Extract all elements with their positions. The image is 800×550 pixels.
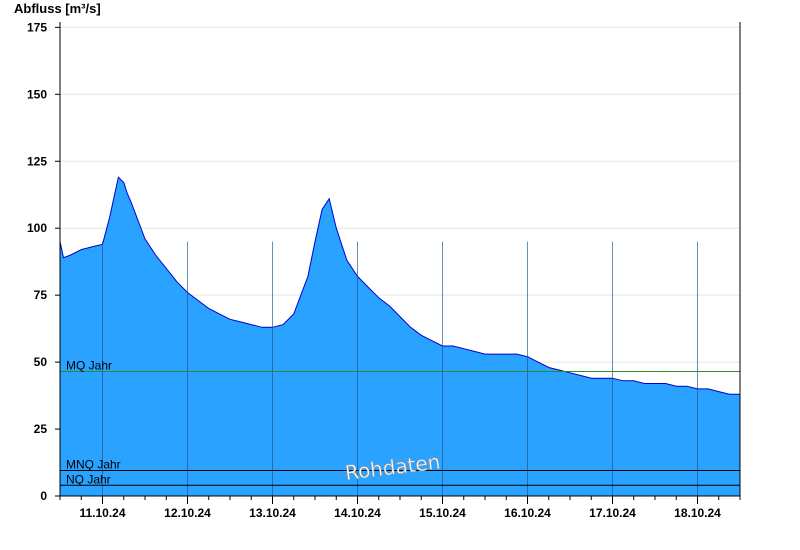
x-tick-label: 14.10.24 [334, 506, 381, 520]
x-tick-label: 15.10.24 [419, 506, 466, 520]
x-tick-label: 17.10.24 [589, 506, 636, 520]
y-tick-label: 125 [27, 154, 47, 168]
ref-label: MQ Jahr [66, 358, 112, 372]
y-tick-label: 175 [27, 20, 47, 34]
y-tick-label: 150 [27, 87, 47, 101]
y-tick-label: 0 [40, 489, 47, 503]
y-tick-label: 50 [34, 355, 48, 369]
y-tick-label: 75 [34, 288, 48, 302]
y-ticks: 0 25 50 75 100 125 150 175 [27, 20, 60, 503]
ref-label: MNQ Jahr [66, 458, 121, 472]
ref-label: NQ Jahr [66, 472, 111, 486]
x-ticks: 11.10.24 12.10.24 13.10.24 14.10.24 15.10.24… [59, 496, 741, 520]
x-tick-label: 16.10.24 [504, 506, 551, 520]
day-separators [102, 241, 698, 496]
y-axis-label: Abfluss [m³/s] [14, 1, 101, 16]
x-tick-label: 12.10.24 [164, 506, 211, 520]
discharge-area [60, 177, 740, 497]
x-tick-label: 18.10.24 [674, 506, 721, 520]
y-tick-label: 25 [34, 422, 48, 436]
y-tick-label: 100 [27, 221, 47, 235]
x-tick-label: 13.10.24 [249, 506, 296, 520]
x-tick-label: 11.10.24 [79, 506, 125, 520]
